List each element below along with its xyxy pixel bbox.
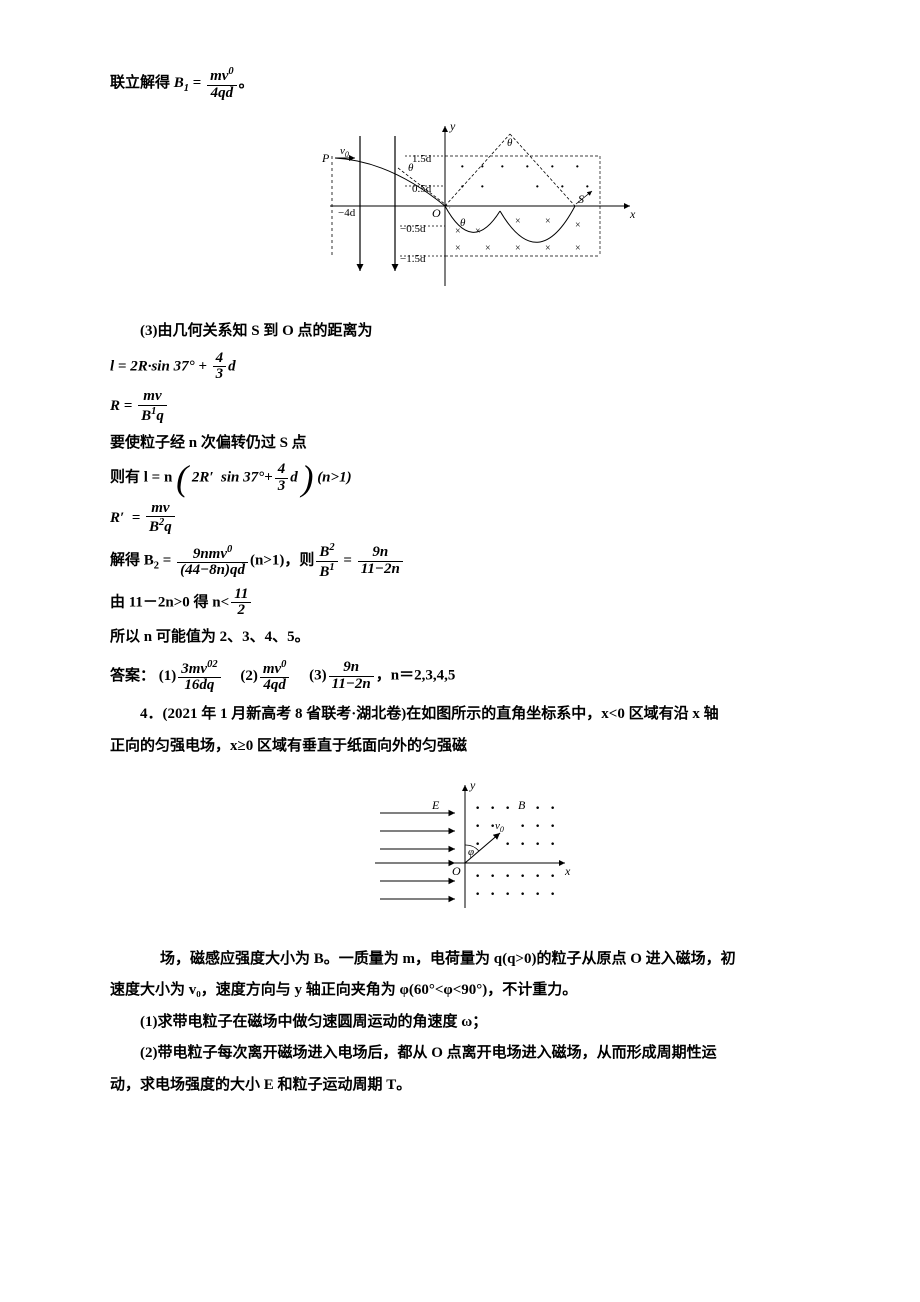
answer-2: (2)mv04qd [240, 659, 291, 695]
svg-text:·: · [535, 180, 540, 195]
svg-text:·: · [505, 800, 510, 817]
svg-text:·: · [460, 180, 465, 195]
svg-text:×: × [475, 226, 481, 237]
diagram-eb-field: y x O E ····· ····· ····· ······ ······ … [110, 773, 830, 933]
question-4-sub2: (2)带电粒子每次离开磁场进入电场后，都从 O 点离开电场进入磁场，从而形成周期… [140, 1041, 830, 1067]
svg-text:·: · [550, 886, 555, 903]
answer-1: (1)3mv0216dq [159, 659, 223, 695]
question-4-line3: 场，磁感应强度大小为 B。一质量为 m，电荷量为 q(q>0)的粒子从原点 O … [110, 947, 830, 973]
diagram-trajectory: y x O 1.5d 0.5d −0.5d −1.5d −4d P v0 θ θ… [110, 116, 830, 306]
svg-text:·: · [460, 160, 465, 175]
svg-text:·: · [550, 818, 555, 835]
need-text: 要使粒子经 n 次偏转仍过 S 点 [110, 431, 830, 457]
question-4-line4: 速度大小为 v₀，速度方向与 y 轴正向夹角为 φ(60°<φ<90°)，不计重… [110, 978, 830, 1004]
svg-text:·: · [520, 868, 525, 885]
svg-text:P: P [321, 151, 330, 165]
svg-text:·: · [475, 800, 480, 817]
equation-r: R = mv B1q [110, 389, 830, 425]
svg-text:θ: θ [460, 217, 466, 229]
svg-text:·: · [475, 818, 480, 835]
svg-text:·: · [535, 818, 540, 835]
svg-text:·: · [585, 180, 590, 195]
svg-text:θ: θ [408, 162, 414, 174]
svg-text:×: × [485, 243, 491, 254]
svg-text:·: · [560, 180, 565, 195]
svg-text:−4d: −4d [338, 207, 356, 219]
svg-text:·: · [505, 886, 510, 903]
svg-text:·: · [490, 868, 495, 885]
svg-text:·: · [475, 886, 480, 903]
svg-text:φ: φ [468, 846, 474, 858]
svg-text:·: · [505, 868, 510, 885]
svg-text:·: · [500, 160, 505, 175]
question-4: 4．(2021 年 1 月新高考 8 省联考·湖北卷)在如图所示的直角坐标系中，… [140, 702, 830, 728]
svg-text:O: O [452, 864, 461, 878]
step-3-heading: (3)由几何关系知 S 到 O 点的距离为 [140, 319, 830, 345]
svg-text:×: × [455, 226, 461, 237]
svg-text:1.5d: 1.5d [412, 153, 432, 165]
svg-text:·: · [535, 836, 540, 853]
svg-text:×: × [545, 243, 551, 254]
svg-text:·: · [525, 160, 530, 175]
svg-text:×: × [545, 216, 551, 227]
svg-text:·: · [490, 886, 495, 903]
equation-rp: R′ = mv B2q [110, 501, 830, 537]
svg-text:·: · [520, 818, 525, 835]
equation-b1: 联立解得 B1 = mv0 4qd 。 [110, 66, 830, 102]
label: 联立解得 [110, 75, 170, 91]
svg-text:·: · [575, 160, 580, 175]
equation-bound: 由 11－2n>0 得 n<112 [110, 587, 830, 620]
n-values: 所以 n 可能值为 2、3、4、5。 [110, 625, 830, 651]
svg-text:v0: v0 [495, 820, 504, 834]
svg-text:·: · [550, 868, 555, 885]
svg-text:·: · [520, 886, 525, 903]
equation-l: l = 2R·sin 37° + 43d [110, 351, 830, 384]
svg-text:y: y [449, 119, 456, 133]
answer-3: (3)9n11−2n，n＝2,3,4,5 [309, 660, 455, 693]
svg-text:·: · [480, 160, 485, 175]
equation-solve: 解得 B2 = 9nmv0 (44−8n)qd (n>1)，则 B2 B1 = … [110, 542, 830, 581]
svg-text:×: × [575, 243, 581, 254]
answers-row: 答案： (1)3mv0216dq (2)mv04qd (3)9n11−2n，n＝… [110, 659, 830, 695]
svg-text:S: S [578, 192, 584, 206]
svg-text:×: × [515, 243, 521, 254]
svg-text:θ: θ [507, 137, 513, 149]
svg-text:·: · [490, 800, 495, 817]
question-4-sub3: 动，求电场强度的大小 E 和粒子运动周期 T。 [110, 1073, 830, 1099]
svg-text:−1.5d: −1.5d [400, 253, 426, 265]
svg-text:×: × [575, 220, 581, 231]
svg-text:·: · [550, 160, 555, 175]
svg-text:·: · [475, 868, 480, 885]
svg-text:·: · [520, 836, 525, 853]
svg-text:·: · [550, 836, 555, 853]
svg-text:×: × [455, 243, 461, 254]
svg-text:E: E [431, 798, 440, 812]
svg-text:·: · [535, 800, 540, 817]
svg-text:y: y [469, 778, 476, 792]
svg-text:O: O [432, 206, 441, 220]
svg-text:x: x [564, 864, 571, 878]
svg-text:·: · [535, 868, 540, 885]
svg-text:·: · [480, 180, 485, 195]
svg-text:v0: v0 [340, 145, 349, 159]
svg-text:·: · [505, 836, 510, 853]
question-4-line2: 正向的匀强电场，x≥0 区域有垂直于纸面向外的匀强磁 [110, 734, 830, 760]
svg-text:B: B [518, 798, 526, 812]
svg-text:·: · [535, 886, 540, 903]
svg-text:x: x [629, 207, 636, 221]
svg-text:·: · [550, 800, 555, 817]
equation-ln: 则有 l = n ( 2R′ sin 37°+43d ) (n>1) [110, 462, 830, 495]
svg-text:×: × [515, 216, 521, 227]
svg-text:−0.5d: −0.5d [400, 223, 426, 235]
question-4-sub1: (1)求带电粒子在磁场中做匀速圆周运动的角速度 ω； [140, 1010, 830, 1036]
